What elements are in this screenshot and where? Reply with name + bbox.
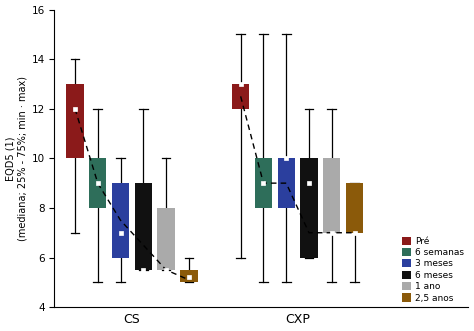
Bar <box>89 158 107 208</box>
Bar <box>232 84 249 109</box>
Y-axis label: EQD5 (1)
(mediana; 25% - 75%; min · max): EQD5 (1) (mediana; 25% - 75%; min · max) <box>6 76 27 241</box>
Bar <box>277 158 295 208</box>
Bar <box>180 270 198 282</box>
Legend: Pré, 6 semanas, 3 meses, 6 meses, 1 ano, 2,5 anos: Pré, 6 semanas, 3 meses, 6 meses, 1 ano,… <box>402 237 464 303</box>
Bar <box>346 183 363 233</box>
Text: CXP: CXP <box>285 313 310 326</box>
Bar <box>112 183 129 258</box>
Bar <box>157 208 175 270</box>
Bar <box>323 158 340 233</box>
Text: CS: CS <box>124 313 140 326</box>
Bar <box>135 183 152 270</box>
Bar <box>255 158 272 208</box>
Bar <box>66 84 84 158</box>
Bar <box>301 158 318 258</box>
